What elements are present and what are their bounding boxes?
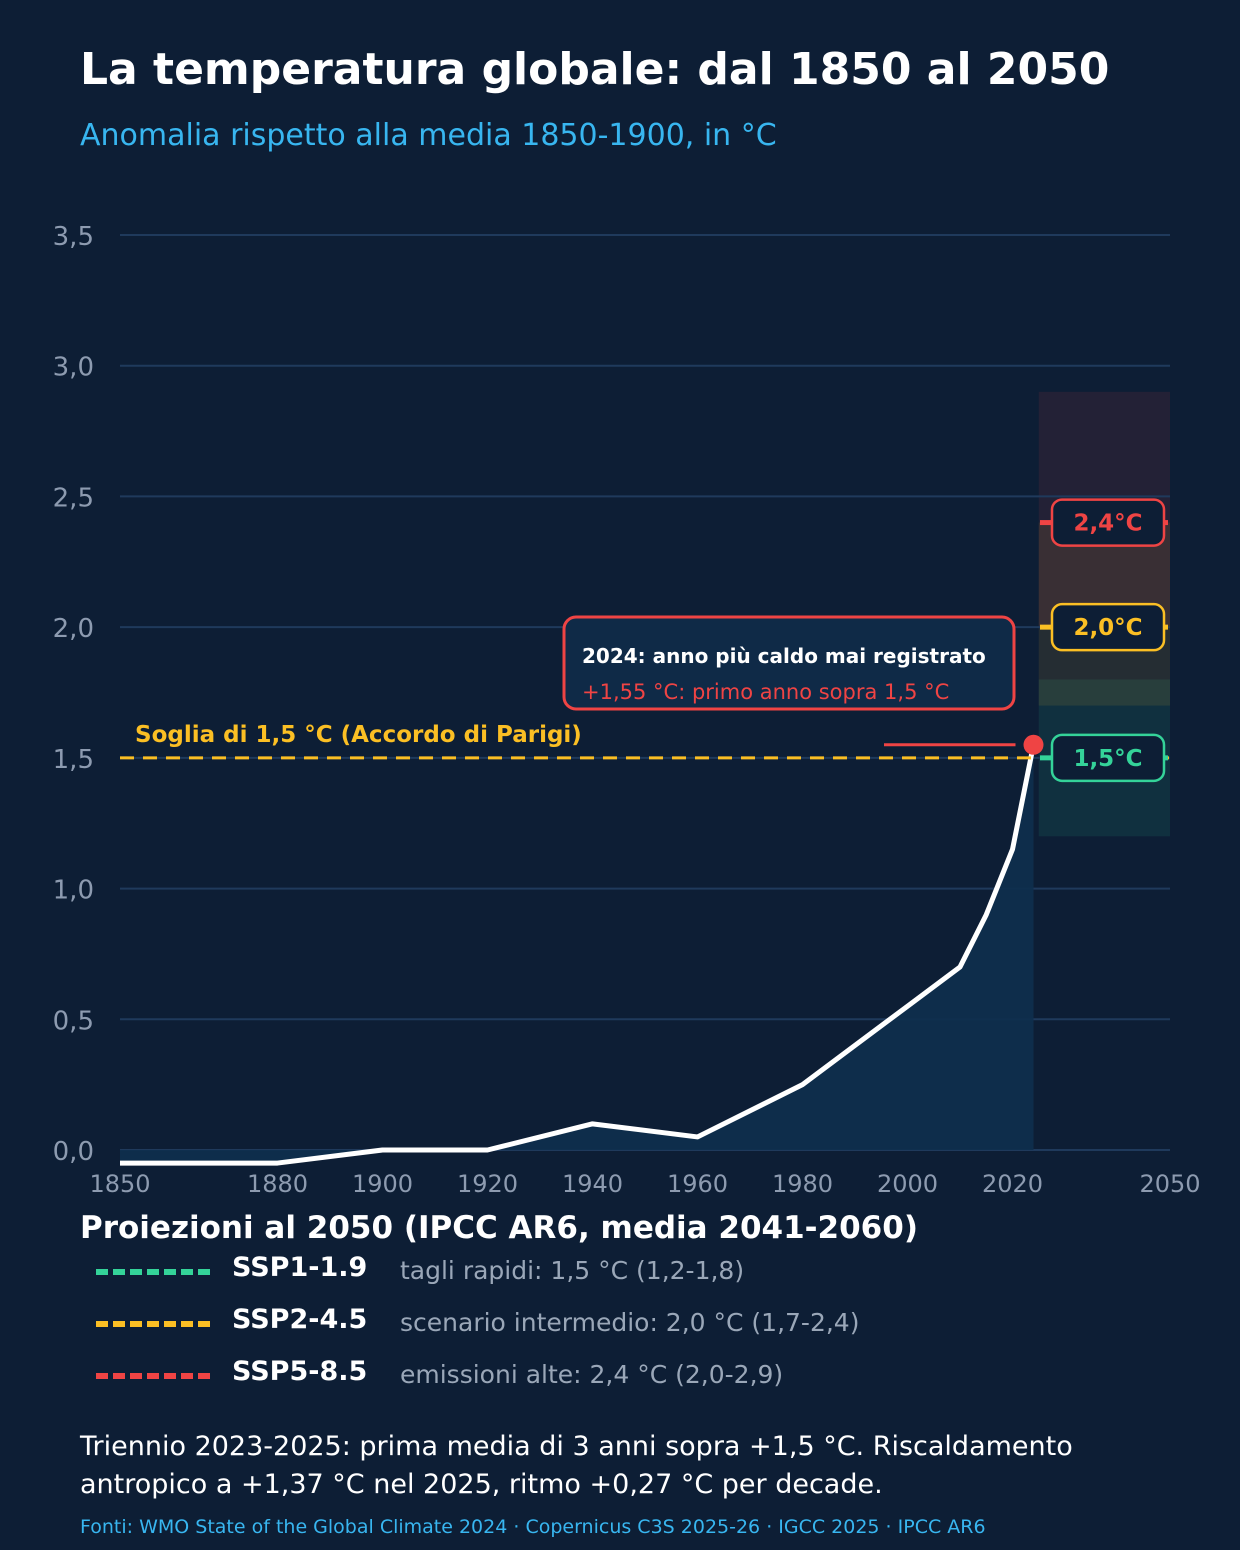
temperature-area <box>120 744 1034 1164</box>
y-tick-label: 3,5 <box>53 222 94 252</box>
y-tick-label: 1,5 <box>53 745 94 775</box>
x-tick-label: 1880 <box>247 1170 308 1198</box>
legend-swatch-ssp5 <box>96 1373 210 1379</box>
annotation-text: +1,55 °C: primo anno sopra 1,5 °C <box>582 680 949 704</box>
threshold-label: Soglia di 1,5 °C (Accordo di Parigi) <box>135 722 582 748</box>
legend-desc-ssp5: emissioni alte: 2,4 °C (2,0-2,9) <box>400 1360 784 1389</box>
legend-swatch-ssp2 <box>96 1321 210 1327</box>
legend-name-ssp2: SSP2-4.5 <box>232 1304 368 1335</box>
x-tick-label: 2050 <box>1139 1170 1200 1198</box>
y-tick-label: 0,0 <box>53 1137 94 1167</box>
projection-label-box-1 <box>1050 602 1166 652</box>
x-tick-label: 2000 <box>877 1170 938 1198</box>
temperature-chart: 0,0 0,5 1,0 1,5 2,0 2,5 3,0 3,5 1850 1880 1900 1920… <box>53 222 1201 1198</box>
chart-subtitle: Anomalia rispetto alla media 1850-1900, … <box>80 118 777 153</box>
legend-name-ssp5: SSP5-8.5 <box>232 1356 368 1387</box>
projection-label-1: 2,0°C <box>1073 615 1142 641</box>
sources: Fonti: WMO State of the Global Climate 2… <box>80 1516 986 1538</box>
temperature-line <box>120 744 1036 1166</box>
highlight-point <box>1023 734 1044 755</box>
projection-label-box-2 <box>1050 498 1166 547</box>
annotation-title: 2024: anno più caldo mai registrato <box>582 644 986 668</box>
legend-desc-ssp1: tagli rapidi: 1,5 °C (1,2-1,8) <box>400 1256 745 1285</box>
projection-label-2: 2,4°C <box>1073 511 1142 537</box>
legend-name-ssp1: SSP1-1.9 <box>232 1252 368 1283</box>
legend-title: Proiezioni al 2050 (IPCC AR6, media 2041… <box>80 1210 918 1246</box>
x-tick-label: 1960 <box>667 1170 728 1198</box>
annotation-box <box>562 615 1016 711</box>
y-tick-label: 0,5 <box>53 1006 94 1036</box>
legend-desc-ssp2: scenario intermedio: 2,0 °C (1,7-2,4) <box>400 1308 860 1337</box>
y-tick-label: 2,5 <box>53 483 94 513</box>
chart-title: La temperatura globale: dal 1850 al 2050 <box>80 44 1110 95</box>
y-tick-label: 2,0 <box>53 614 94 644</box>
x-tick-label: 1940 <box>562 1170 623 1198</box>
projection-label-box-0 <box>1050 733 1166 783</box>
legend-swatch-ssp1 <box>96 1269 210 1275</box>
footnote: Triennio 2023-2025: prima media di 3 ann… <box>80 1431 1073 1500</box>
projection-label-0: 1,5°C <box>1073 746 1142 772</box>
x-tick-label: 2020 <box>982 1170 1043 1198</box>
x-tick-label: 1900 <box>352 1170 413 1198</box>
y-tick-label: 3,0 <box>53 353 94 383</box>
x-tick-label: 1850 <box>89 1170 150 1198</box>
x-tick-label: 1920 <box>457 1170 518 1198</box>
y-tick-label: 1,0 <box>53 876 94 906</box>
x-tick-label: 1980 <box>772 1170 833 1198</box>
